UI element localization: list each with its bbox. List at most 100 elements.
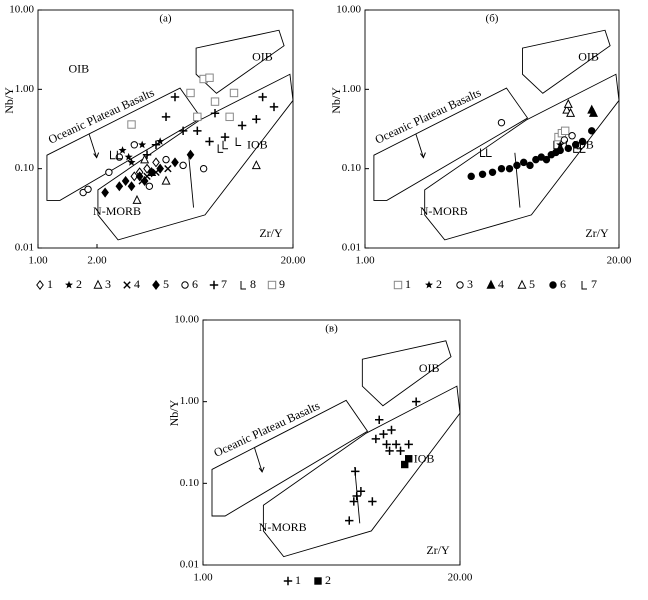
marker xyxy=(210,97,220,106)
legend-marker xyxy=(425,280,433,289)
arrow-head xyxy=(93,152,100,159)
legend-marker xyxy=(181,281,189,289)
field-outline xyxy=(373,87,529,201)
y-tick-label: 10.00 xyxy=(174,314,199,326)
marker xyxy=(179,161,187,170)
marker xyxy=(356,487,366,496)
marker xyxy=(560,126,570,136)
marker xyxy=(566,107,576,117)
marker xyxy=(156,163,164,174)
marker xyxy=(193,112,202,122)
field-label: OIB xyxy=(578,49,599,63)
marker xyxy=(127,120,136,129)
arrow xyxy=(415,133,424,158)
legend-marker xyxy=(549,281,557,289)
field-outline xyxy=(424,73,620,241)
legend-label: 6 xyxy=(560,277,566,291)
legend-marker xyxy=(517,279,527,289)
y-tick-label: 0.01 xyxy=(342,242,361,254)
legend-marker xyxy=(209,280,219,290)
marker xyxy=(132,194,142,204)
marker xyxy=(563,98,573,108)
field-outline xyxy=(522,29,611,94)
marker xyxy=(138,140,147,149)
chart: 0.01 0.10 1.00 10.00 1.00 20.00 (в) Zr/Y Nb/Y OIB… xyxy=(167,314,473,587)
marker xyxy=(401,460,409,469)
marker xyxy=(396,446,405,456)
legend-label: 2 xyxy=(325,573,331,587)
field-label: IOB xyxy=(247,137,268,151)
marker xyxy=(579,144,586,153)
marker xyxy=(130,141,139,149)
marker xyxy=(105,168,113,176)
plot-frame xyxy=(37,9,294,249)
marker xyxy=(237,121,247,130)
y-tick-label: 10.00 xyxy=(9,4,34,16)
field-label: N-MORB xyxy=(259,520,307,534)
field-label: OIB xyxy=(68,61,89,75)
legend-marker xyxy=(283,576,293,586)
field-outline xyxy=(262,385,461,558)
field-label: OIB xyxy=(419,361,440,375)
field-outline xyxy=(361,340,452,407)
field-label: Oceanic Plateau Basalts xyxy=(46,85,157,147)
legend-label: 5 xyxy=(163,277,169,291)
marker xyxy=(124,152,133,161)
legend-marker xyxy=(123,281,131,289)
marker xyxy=(513,161,521,170)
y-tick-label: 0.01 xyxy=(15,242,34,254)
legend-label: 3 xyxy=(105,277,111,291)
y-tick-label: 1.00 xyxy=(342,83,362,95)
marker xyxy=(349,497,359,506)
marker xyxy=(161,175,171,185)
field-label: N-MORB xyxy=(420,204,468,218)
marker xyxy=(568,132,576,140)
marker xyxy=(553,140,559,150)
chart: 0.01 0.10 1.00 10.00 1.00 20.00 (б) Zr/Y Nb/Y OIB… xyxy=(329,4,632,291)
legend-marker xyxy=(152,279,160,291)
x-axis-label: Zr/Y xyxy=(585,226,609,240)
x-tick-label: 1.00 xyxy=(28,255,48,267)
y-tick-label: 1.00 xyxy=(15,83,35,95)
legend-label: 6 xyxy=(192,277,198,291)
marker xyxy=(164,164,172,173)
arrow-head xyxy=(420,152,426,159)
marker xyxy=(152,157,160,168)
marker xyxy=(130,171,139,182)
marker xyxy=(140,154,150,164)
marker xyxy=(143,163,151,174)
field-divider xyxy=(514,152,521,208)
marker xyxy=(382,440,391,449)
marker xyxy=(135,171,144,182)
marker xyxy=(556,146,564,155)
field-outline xyxy=(211,399,369,517)
marker xyxy=(235,137,242,147)
marker xyxy=(542,155,551,164)
field-label: Oceanic Plateau Basalts xyxy=(212,398,323,460)
marker xyxy=(368,497,377,506)
legend-marker xyxy=(36,279,44,291)
x-tick-label: 2.00 xyxy=(87,255,107,267)
legend-label: 1 xyxy=(47,277,53,291)
y-axis-label: Nb/Y xyxy=(329,87,343,114)
x-tick-label: 20.00 xyxy=(448,572,473,584)
marker xyxy=(411,397,421,406)
legend-marker xyxy=(456,281,464,289)
legend-marker xyxy=(581,281,587,290)
legend-label: 8 xyxy=(250,277,256,291)
marker xyxy=(520,158,528,167)
legend-marker xyxy=(240,281,246,290)
marker xyxy=(171,157,179,168)
x-axis-label: Zr/Y xyxy=(259,226,283,240)
marker xyxy=(573,144,579,153)
arrow xyxy=(88,133,98,158)
y-tick-label: 0.10 xyxy=(15,162,35,174)
y-axis-label: Nb/Y xyxy=(2,87,16,114)
marker xyxy=(101,187,109,198)
legend-label: 4 xyxy=(134,277,140,291)
chart: 0.01 0.10 1.00 10.00 1.00 2.00 20.00 (a) Zr/Y Nb/… xyxy=(2,4,306,291)
marker xyxy=(220,132,230,142)
marker xyxy=(526,161,534,170)
marker xyxy=(488,168,497,176)
